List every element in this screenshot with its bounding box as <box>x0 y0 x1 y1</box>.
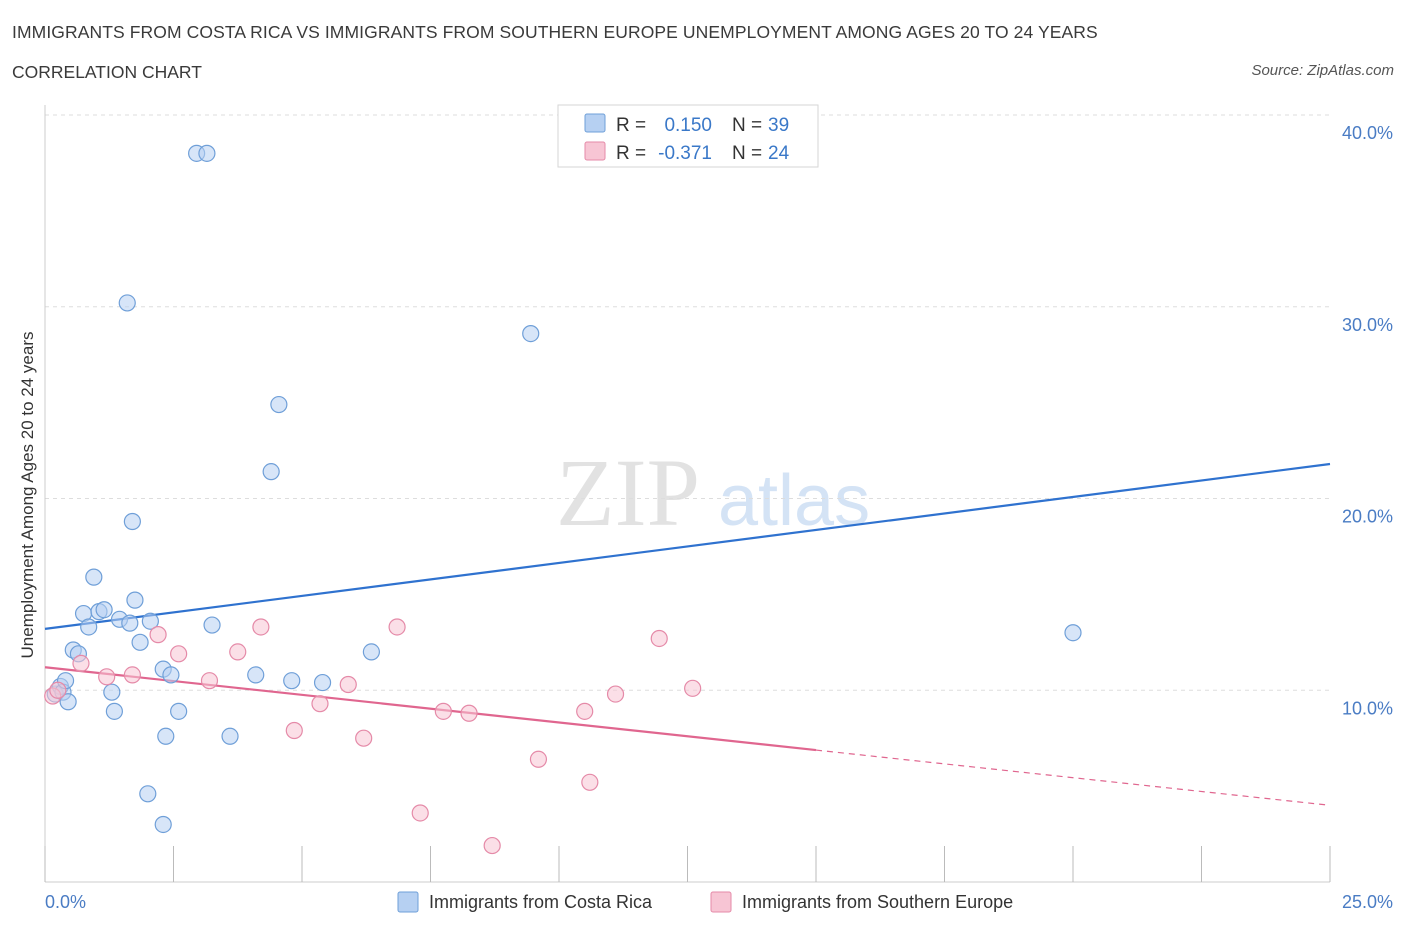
point-blue-4 <box>59 693 77 711</box>
point-pink-18 <box>483 836 501 855</box>
watermark-atlas: atlas <box>718 461 870 541</box>
point-blue-35 <box>313 673 332 692</box>
y-tick-20: 20.0% <box>1342 507 1393 527</box>
point-pink-2 <box>72 654 90 673</box>
point-pink-23 <box>650 629 668 648</box>
point-blue-12 <box>103 683 121 701</box>
trend-line-blue <box>44 462 1331 630</box>
point-pink-22 <box>606 685 625 703</box>
point-pink-8 <box>229 643 247 661</box>
y-tick-40: 40.0% <box>1342 123 1393 143</box>
point-pink-10 <box>285 721 303 740</box>
point-pink-13 <box>355 729 373 747</box>
point-pink-21 <box>581 773 599 791</box>
point-blue-34 <box>283 672 301 690</box>
point-blue-38 <box>1064 624 1082 642</box>
point-blue-32 <box>262 463 280 481</box>
point-pink-7 <box>200 672 219 690</box>
point-blue-8 <box>80 618 98 636</box>
point-pink-3 <box>98 668 116 686</box>
y-tick-labels: 10.0% 20.0% 30.0% 40.0% <box>1342 123 1393 718</box>
stats-r-value-pink: -0.371 <box>658 143 712 164</box>
legend: Immigrants from Costa Rica Immigrants fr… <box>397 891 1013 913</box>
point-blue-26 <box>118 294 136 312</box>
point-blue-16 <box>126 591 144 609</box>
scatter-points <box>44 144 1082 855</box>
point-pink-4 <box>123 666 141 684</box>
point-blue-17 <box>131 633 149 651</box>
point-pink-19 <box>529 750 548 768</box>
stats-n-label-pink: N = <box>732 143 762 164</box>
legend-swatch-costa-rica <box>397 891 419 913</box>
legend-swatch-southern-europe <box>710 891 732 913</box>
stats-n-value-pink: 24 <box>768 143 790 164</box>
point-blue-15 <box>121 614 139 632</box>
axes <box>44 105 1331 883</box>
point-blue-37 <box>522 324 540 343</box>
point-pink-11 <box>311 695 329 713</box>
stats-r-label-pink: R = <box>616 143 646 164</box>
y-axis-label: Unemployment Among Ages 20 to 24 years <box>18 332 37 659</box>
stats-n-label-blue: N = <box>732 115 762 136</box>
point-blue-25 <box>170 702 188 720</box>
point-blue-21 <box>162 666 180 684</box>
point-blue-28 <box>139 785 157 803</box>
point-pink-9 <box>252 618 270 636</box>
watermark: ZIP atlas <box>556 439 870 546</box>
point-pink-15 <box>411 804 429 822</box>
point-pink-1 <box>49 681 67 699</box>
point-pink-24 <box>684 679 702 697</box>
source-credit: Source: ZipAtlas.com <box>1251 62 1394 79</box>
point-pink-6 <box>170 645 188 663</box>
point-blue-11 <box>95 601 113 619</box>
stats-n-value-blue: 39 <box>768 115 789 136</box>
x-tick-max: 25.0% <box>1342 892 1393 912</box>
point-blue-13 <box>105 702 123 720</box>
point-blue-33 <box>270 395 288 414</box>
point-blue-36 <box>362 643 380 661</box>
stats-swatch-blue <box>584 113 606 133</box>
point-blue-31 <box>247 666 265 684</box>
point-pink-14 <box>388 618 406 636</box>
point-pink-16 <box>434 702 452 720</box>
stats-swatch-pink <box>584 141 606 161</box>
point-blue-27 <box>123 512 141 531</box>
point-blue-18 <box>141 612 159 630</box>
point-pink-5 <box>149 626 167 644</box>
stats-r-label-blue: R = <box>616 115 646 136</box>
chart-title: IMMIGRANTS FROM COSTA RICA VS IMMIGRANTS… <box>12 22 1098 42</box>
point-blue-9 <box>85 568 103 586</box>
point-pink-17 <box>460 704 478 722</box>
point-blue-23 <box>198 144 216 162</box>
point-blue-30 <box>221 727 239 745</box>
point-blue-29 <box>154 815 172 834</box>
point-pink-12 <box>339 675 357 694</box>
trend-line-pink-extension <box>815 749 1331 806</box>
chart-subtitle: CORRELATION CHART <box>12 62 202 82</box>
point-blue-20 <box>157 727 175 745</box>
y-tick-10: 10.0% <box>1342 698 1393 718</box>
stats-r-value-blue: 0.150 <box>664 115 712 136</box>
legend-label-southern-europe: Immigrants from Southern Europe <box>742 892 1013 912</box>
point-pink-20 <box>576 702 594 720</box>
legend-label-costa-rica: Immigrants from Costa Rica <box>429 892 653 912</box>
y-tick-30: 30.0% <box>1342 315 1393 335</box>
watermark-zip: ZIP <box>556 439 700 546</box>
point-blue-24 <box>203 616 221 634</box>
stats-box: R = 0.150 N = 39 R = -0.371 N = 24 <box>557 104 819 168</box>
x-tick-min: 0.0% <box>45 892 86 912</box>
